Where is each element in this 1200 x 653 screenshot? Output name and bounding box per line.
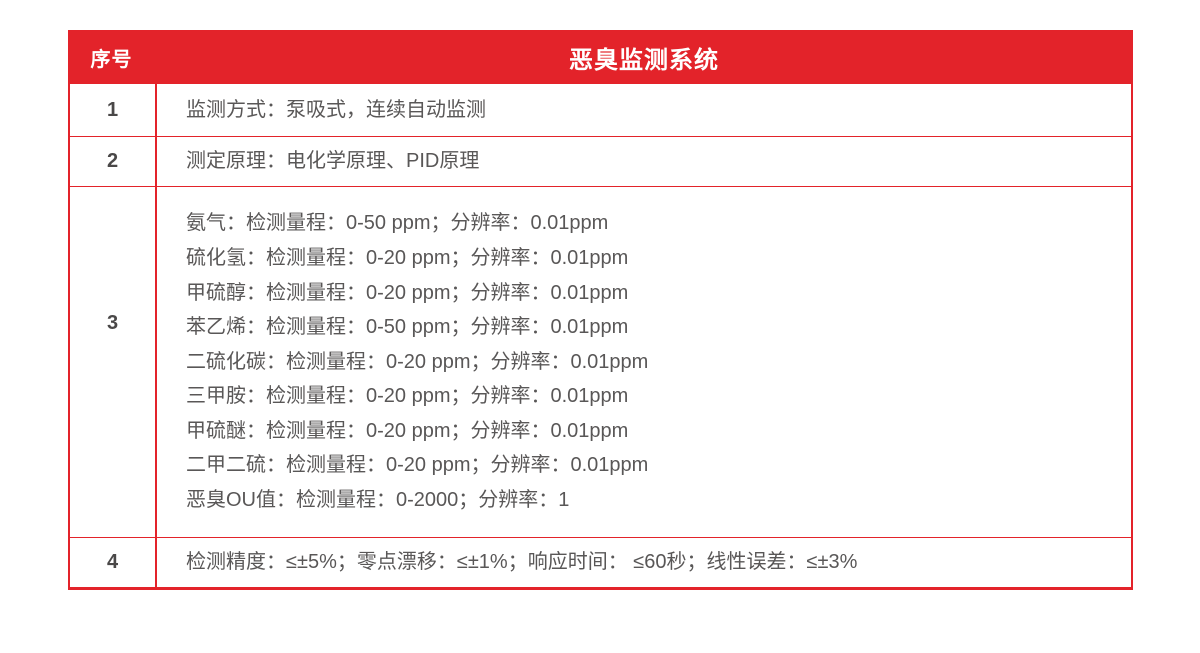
table-header: 序号 恶臭监测系统 <box>68 30 1133 84</box>
table-body: 1 监测方式：泵吸式，连续自动监测 2 测定原理：电化学原理、PID原理 3 <box>68 84 1133 590</box>
row-number: 1 <box>106 98 119 121</box>
spec-line: 二硫化碳：检测量程：0-20 ppm；分辨率：0.01ppm <box>186 350 649 373</box>
odor-monitoring-spec-table: 序号 恶臭监测系统 1 监测方式：泵吸式，连续自动监测 2 测定原理：电化学原理… <box>68 30 1133 590</box>
header-serial-column: 序号 <box>90 48 133 71</box>
table-row: 1 监测方式：泵吸式，连续自动监测 <box>70 84 1131 137</box>
spec-line: 三甲胺：检测量程：0-20 ppm；分辨率：0.01ppm <box>186 385 629 408</box>
table-row: 3 氨气：检测量程：0-50 ppm；分辨率：0.01ppm 硫化氢：检测量程：… <box>70 187 1131 538</box>
row-number: 4 <box>106 551 119 573</box>
spec-line: 二甲二硫：检测量程：0-20 ppm；分辨率：0.01ppm <box>186 454 649 477</box>
row-number: 3 <box>106 311 119 334</box>
table-title: 恶臭监测系统 <box>569 46 719 74</box>
spec-line: 硫化氢：检测量程：0-20 ppm；分辨率：0.01ppm <box>186 246 629 269</box>
spec-line: 甲硫醇：检测量程：0-20 ppm；分辨率：0.01ppm <box>186 281 629 304</box>
spec-line: 恶臭OU值：检测量程：0-2000；分辨率：1 <box>186 489 570 512</box>
table-row: 4 检测精度：≤±5%；零点漂移：≤±1%；响应时间： ≤60秒；线性误差：≤±… <box>70 538 1131 587</box>
row-number-cell: 1 <box>70 84 157 136</box>
spec-line: 苯乙烯：检测量程：0-50 ppm；分辨率：0.01ppm <box>186 316 629 339</box>
row-content-cell: 监测方式：泵吸式，连续自动监测 <box>157 84 1131 136</box>
row-content-cell: 氨气：检测量程：0-50 ppm；分辨率：0.01ppm 硫化氢：检测量程：0-… <box>157 187 1131 537</box>
spec-line: 氨气：检测量程：0-50 ppm；分辨率：0.01ppm <box>186 212 609 235</box>
table-row: 2 测定原理：电化学原理、PID原理 <box>70 137 1131 187</box>
row-number-cell: 3 <box>70 187 157 537</box>
row-number-cell: 2 <box>70 137 157 186</box>
spec-line: 检测精度：≤±5%；零点漂移：≤±1%；响应时间： ≤60秒；线性误差：≤±3% <box>186 551 858 574</box>
spec-line: 测定原理：电化学原理、PID原理 <box>186 150 480 173</box>
spec-line: 甲硫醚：检测量程：0-20 ppm；分辨率：0.01ppm <box>186 419 629 442</box>
row-content-cell: 检测精度：≤±5%；零点漂移：≤±1%；响应时间： ≤60秒；线性误差：≤±3% <box>157 538 1131 587</box>
row-content-cell: 测定原理：电化学原理、PID原理 <box>157 137 1131 186</box>
spec-line: 监测方式：泵吸式，连续自动监测 <box>186 98 486 121</box>
row-number: 2 <box>106 150 119 172</box>
row-number-cell: 4 <box>70 538 157 587</box>
